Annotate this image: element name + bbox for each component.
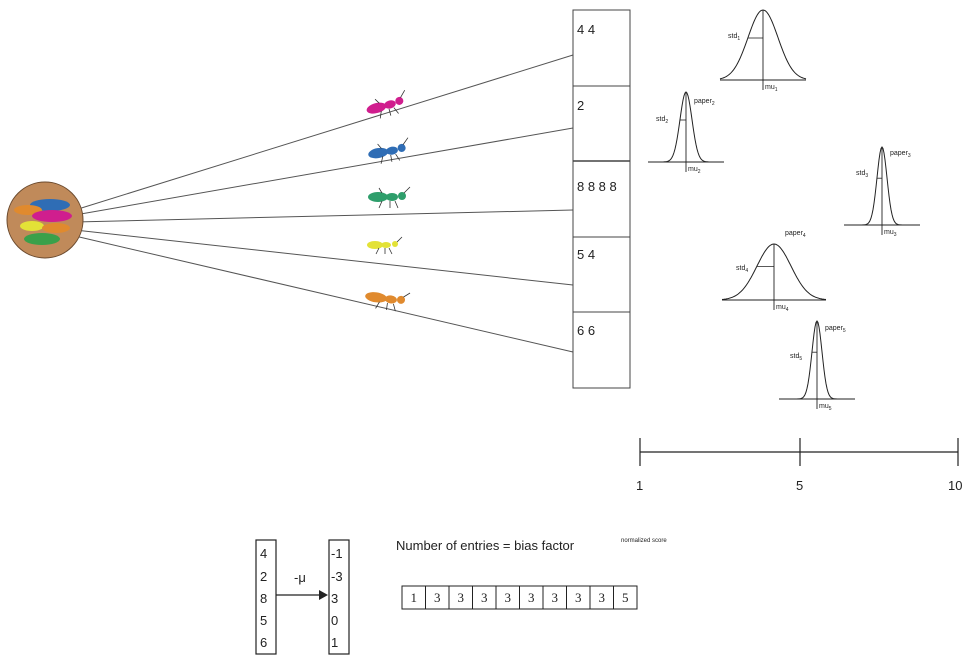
nest-ant-green xyxy=(24,233,60,245)
entry-value: 3 xyxy=(434,590,441,605)
entry-value: 3 xyxy=(528,590,535,605)
input-value-1: 4 xyxy=(260,546,267,561)
distribution-1: std1 mu1 xyxy=(719,9,807,93)
distribution-mu-label: mu4 xyxy=(776,304,789,313)
entry-value: 3 xyxy=(552,590,559,605)
cell-5-value: 6 6 xyxy=(577,323,595,338)
distribution-mu-label: mu1 xyxy=(765,84,778,93)
distribution-std-label: std4 xyxy=(736,265,748,274)
distribution-paper-label: paper4 xyxy=(785,230,806,239)
distribution-paper-label: paper2 xyxy=(694,98,715,107)
distribution-mu-label: mu5 xyxy=(819,403,832,412)
formula: Number of entries = bias factor normaliz… xyxy=(396,538,667,553)
output-value-2: -3 xyxy=(331,569,343,584)
cell-1-value: 4 4 xyxy=(577,22,595,37)
entry-value: 3 xyxy=(458,590,465,605)
distribution-mu-label: mu3 xyxy=(884,229,897,238)
distribution-4: std4 mu4 paper4 xyxy=(721,230,827,313)
output-value-4: 0 xyxy=(331,613,338,628)
paper-distributions: std1 mu1 std2 mu2 paper2 std3 mu3 paper3 std4 mu4… xyxy=(648,9,920,412)
distribution-paper-label: paper5 xyxy=(825,325,846,334)
output-value-5: 1 xyxy=(331,635,338,650)
ant-nest xyxy=(6,181,84,259)
formula-superscript: normalized score xyxy=(621,538,667,544)
ant-magenta xyxy=(366,89,406,119)
distribution-std-label: std1 xyxy=(728,33,740,42)
entry-value: 1 xyxy=(411,590,418,605)
score-axis-label-5: 5 xyxy=(796,478,803,493)
output-vector xyxy=(328,539,350,655)
nest-ant-orange xyxy=(14,205,42,215)
subtract-arrow-head xyxy=(319,590,328,600)
entries-strip: 1 3 3 3 3 3 3 3 3 5 xyxy=(401,585,638,610)
formula-text: Number of entries = bias factor xyxy=(396,538,575,553)
distribution-paper-label: paper3 xyxy=(890,150,911,159)
entry-value: 3 xyxy=(505,590,512,605)
score-axis-label-1: 1 xyxy=(636,478,643,493)
ant-orange xyxy=(365,292,411,312)
cell-2-value: 2 xyxy=(577,98,584,113)
entry-value: 5 xyxy=(622,590,629,605)
nest-ant-yellow xyxy=(20,221,44,231)
ray-3 xyxy=(74,209,574,223)
entry-value: 3 xyxy=(575,590,582,605)
distribution-2: std2 mu2 paper2 xyxy=(648,91,724,175)
output-value-1: -1 xyxy=(331,546,343,561)
distribution-mu-label: mu2 xyxy=(688,166,701,175)
normalization: 4 2 8 5 6 -μ -1 -3 3 0 1 xyxy=(255,539,350,655)
ray-4 xyxy=(74,229,574,286)
distribution-std-label: std5 xyxy=(790,353,802,362)
entry-value: 3 xyxy=(481,590,488,605)
cell-3-value: 8 8 8 8 xyxy=(577,179,617,194)
subtract-mean-label: -μ xyxy=(294,570,306,585)
nest-ant-magenta xyxy=(32,210,72,222)
input-value-2: 2 xyxy=(260,569,267,584)
ant-blue xyxy=(368,137,409,164)
cell-4-value: 5 4 xyxy=(577,247,595,262)
output-value-3: 3 xyxy=(331,591,338,606)
ray-5 xyxy=(74,235,574,353)
cell-column: 4 4 2 8 8 8 8 5 4 6 6 xyxy=(572,9,631,389)
ray-2 xyxy=(74,127,574,216)
ant-teal xyxy=(368,186,411,209)
distribution-std-label: std3 xyxy=(856,170,868,179)
input-value-3: 8 xyxy=(260,591,267,606)
input-vector xyxy=(255,539,277,655)
entry-value: 3 xyxy=(599,590,606,605)
input-value-5: 6 xyxy=(260,635,267,650)
cell-column-frame xyxy=(572,9,631,389)
ray-1 xyxy=(74,54,574,211)
entry-cell xyxy=(613,585,638,610)
ant-yellow xyxy=(367,236,403,255)
distribution-5: std5 mu5 paper5 xyxy=(779,320,855,412)
nest-ant-orange-2 xyxy=(42,223,70,233)
score-axis: 1 5 10 xyxy=(636,438,962,493)
score-axis-label-10: 10 xyxy=(948,478,962,493)
distribution-std-label: std2 xyxy=(656,116,668,125)
rays xyxy=(74,54,574,353)
input-value-4: 5 xyxy=(260,613,267,628)
distribution-3: std3 mu3 paper3 xyxy=(844,146,920,238)
